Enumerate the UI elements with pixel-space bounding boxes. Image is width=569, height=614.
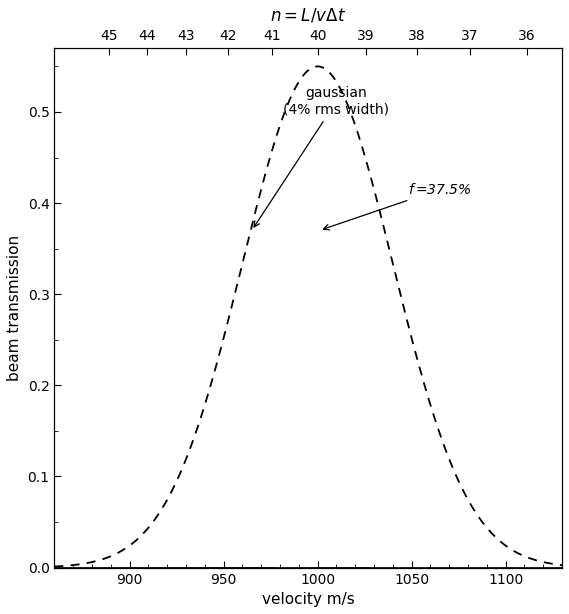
- Y-axis label: beam transmission: beam transmission: [7, 235, 22, 381]
- X-axis label: $n = L/v\Delta t$: $n = L/v\Delta t$: [270, 7, 346, 25]
- Text: $f\,$=37.5%: $f\,$=37.5%: [323, 182, 472, 230]
- X-axis label: velocity m/s: velocity m/s: [262, 592, 354, 607]
- Text: gaussian
(4% rms width): gaussian (4% rms width): [254, 87, 389, 227]
